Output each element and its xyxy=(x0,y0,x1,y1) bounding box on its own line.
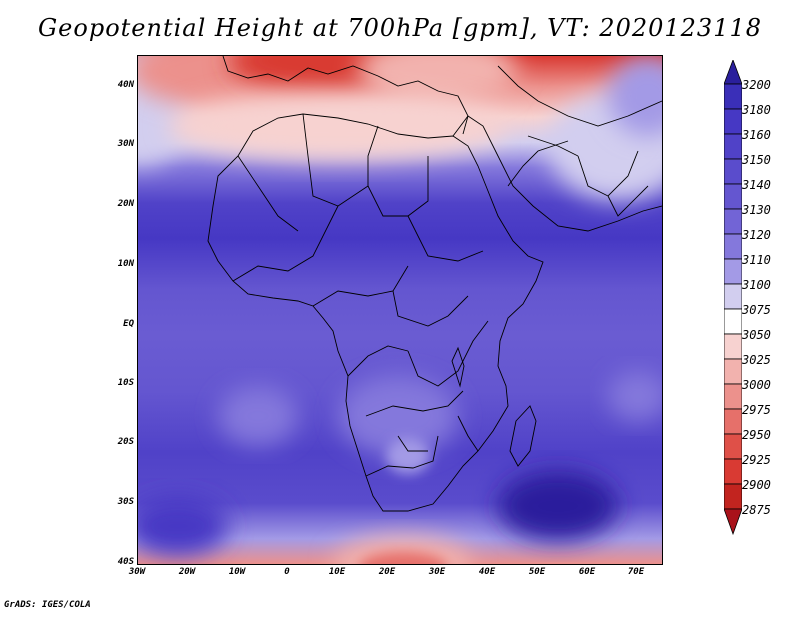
colorbar-swatch xyxy=(724,233,742,260)
colorbar-swatch xyxy=(724,408,742,435)
height-field-map xyxy=(138,56,662,564)
lon-label: 30E xyxy=(428,567,446,577)
colorbar-swatch xyxy=(724,333,742,360)
colorbar-label: 3100 xyxy=(742,278,771,292)
lat-label: 40S xyxy=(117,557,134,567)
coastlines-and-borders xyxy=(207,56,662,512)
colorbar-label: 3120 xyxy=(742,228,771,242)
lon-label: 20E xyxy=(378,567,396,577)
lat-label: EQ xyxy=(123,319,134,329)
colorbar-label: 3150 xyxy=(742,153,771,167)
colorbar-label: 3160 xyxy=(742,128,771,142)
colorbar-label: 3140 xyxy=(742,178,771,192)
colorbar-swatch xyxy=(724,108,742,135)
lon-label: 10W xyxy=(228,567,246,577)
colorbar-swatch xyxy=(724,83,742,110)
credit-text: GrADS: IGES/COLA xyxy=(4,600,91,610)
colorbar-swatch xyxy=(724,433,742,460)
lon-label: 50E xyxy=(528,567,546,577)
lat-label: 40N xyxy=(117,80,134,90)
colorbar-label: 3200 xyxy=(742,78,771,92)
colorbar-label: 2900 xyxy=(742,478,771,492)
colorbar-label: 3130 xyxy=(742,203,771,217)
colorbar-label: 3025 xyxy=(742,353,771,367)
colorbar-top-arrow xyxy=(724,60,742,85)
lat-label: 20S xyxy=(117,437,134,447)
colorbar-swatch xyxy=(724,158,742,185)
colorbar-bottom-arrow xyxy=(724,508,742,536)
lon-label: 30W xyxy=(128,567,146,577)
lat-label: 30N xyxy=(117,139,134,149)
colorbar xyxy=(724,60,742,536)
lon-label: 20W xyxy=(178,567,196,577)
lon-label: 60E xyxy=(578,567,596,577)
colorbar-swatch xyxy=(724,383,742,410)
colorbar-label: 2975 xyxy=(742,403,771,417)
colorbar-swatch xyxy=(724,258,742,285)
lat-label: 30S xyxy=(117,497,134,507)
lat-label: 10S xyxy=(117,378,134,388)
colorbar-swatch xyxy=(724,308,742,335)
colorbar-swatch xyxy=(724,283,742,310)
lon-label: 70E xyxy=(627,567,645,577)
colorbar-swatch xyxy=(724,483,742,510)
colorbar-label: 3180 xyxy=(742,103,771,117)
lat-label: 10N xyxy=(117,259,134,269)
colorbar-label: 3000 xyxy=(742,378,771,392)
lon-label: 40E xyxy=(478,567,496,577)
height-contours xyxy=(138,56,662,564)
colorbar-label: 3110 xyxy=(742,253,771,267)
chart-title: Geopotential Height at 700hPa [gpm], VT:… xyxy=(38,14,762,42)
lat-label: 20N xyxy=(117,199,134,209)
colorbar-swatch xyxy=(724,458,742,485)
colorbar-label: 2950 xyxy=(742,428,771,442)
lon-label: 10E xyxy=(328,567,346,577)
colorbar-swatch xyxy=(724,208,742,235)
colorbar-label: 3050 xyxy=(742,328,771,342)
colorbar-swatch xyxy=(724,358,742,385)
colorbar-label: 3075 xyxy=(742,303,771,317)
lon-label: 0 xyxy=(284,567,290,577)
colorbar-swatch xyxy=(724,183,742,210)
map-panel xyxy=(137,55,663,565)
colorbar-label: 2875 xyxy=(742,503,771,517)
colorbar-swatch xyxy=(724,133,742,160)
colorbar-label: 2925 xyxy=(742,453,771,467)
